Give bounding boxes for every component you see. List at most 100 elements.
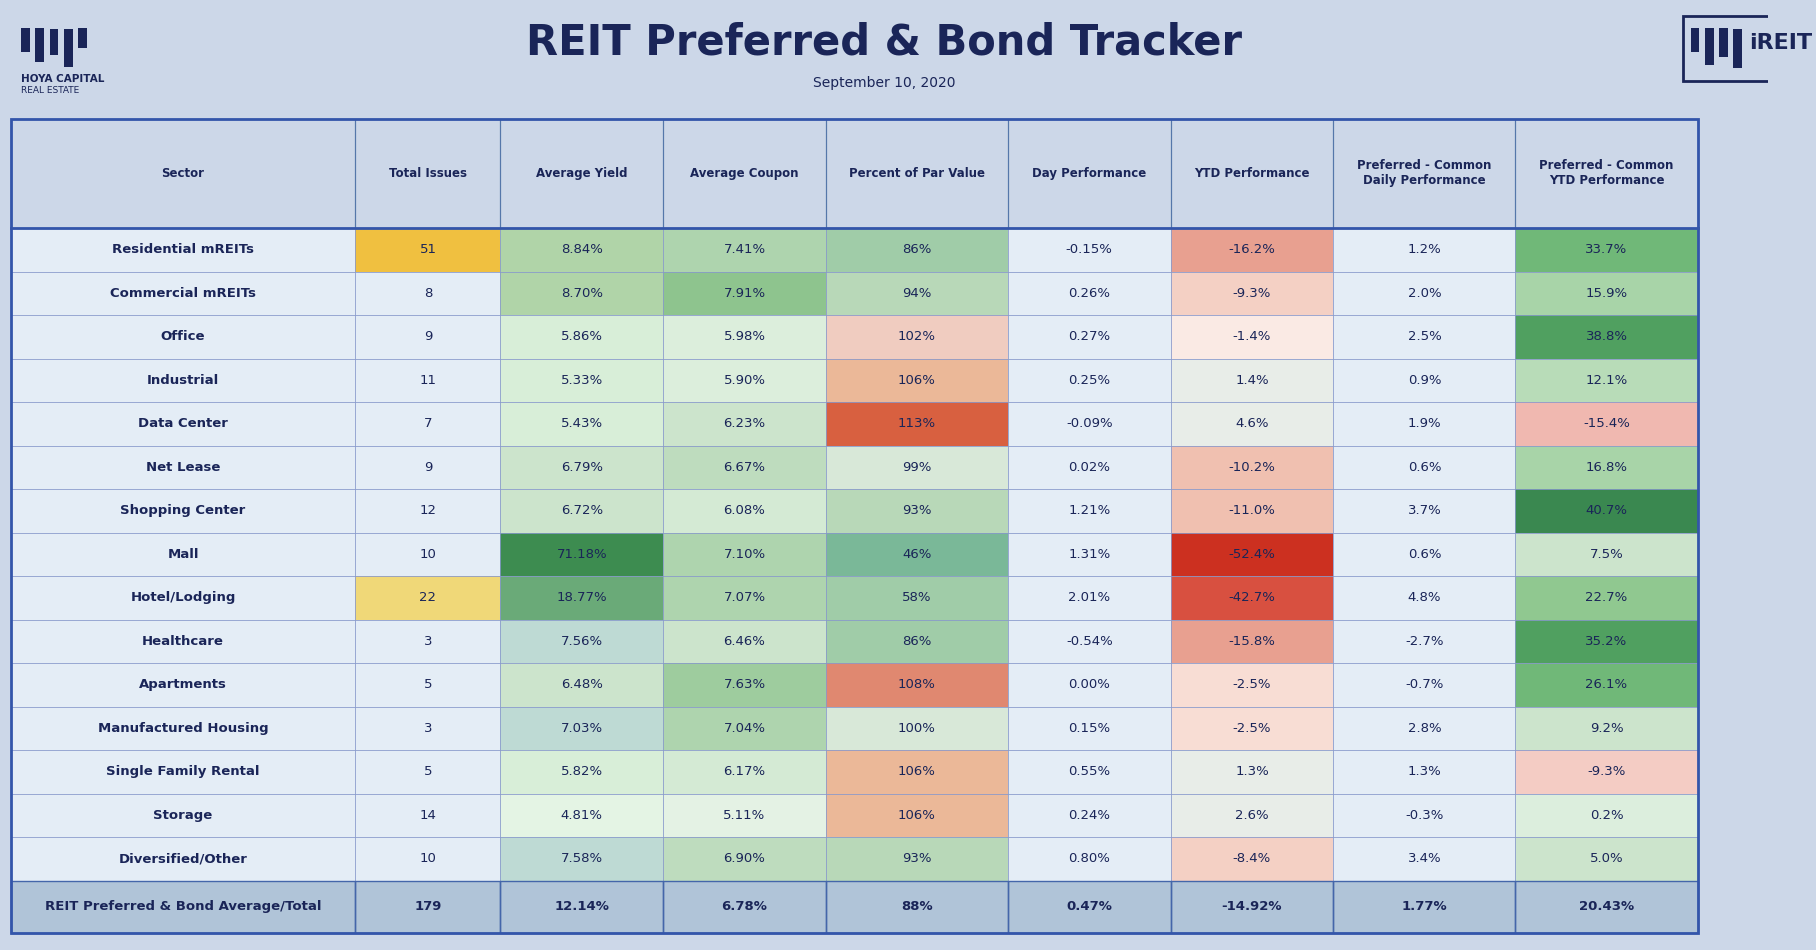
Text: 7.63%: 7.63%: [723, 678, 766, 692]
Bar: [11, 533, 356, 576]
Text: 94%: 94%: [903, 287, 932, 300]
Bar: [1171, 881, 1333, 933]
Bar: [1171, 402, 1333, 446]
Bar: [356, 119, 501, 228]
Text: -9.3%: -9.3%: [1587, 766, 1625, 778]
Bar: [501, 793, 663, 837]
Text: 14: 14: [419, 808, 436, 822]
Bar: [1516, 272, 1698, 315]
Text: 10: 10: [419, 852, 436, 865]
Bar: [11, 707, 356, 750]
Bar: [1008, 446, 1171, 489]
Text: Net Lease: Net Lease: [145, 461, 220, 474]
Bar: [663, 315, 826, 358]
Bar: [356, 228, 501, 272]
Bar: [356, 533, 501, 576]
Bar: [1732, 28, 1742, 68]
Bar: [501, 881, 663, 933]
Bar: [501, 446, 663, 489]
Bar: [663, 533, 826, 576]
Text: 8.84%: 8.84%: [561, 243, 603, 256]
Bar: [1171, 446, 1333, 489]
Bar: [501, 228, 663, 272]
Text: 3.7%: 3.7%: [1407, 504, 1442, 518]
Bar: [1008, 576, 1171, 619]
Bar: [356, 228, 501, 272]
Bar: [826, 576, 1008, 619]
Text: 11: 11: [419, 373, 436, 387]
Text: -15.8%: -15.8%: [1229, 635, 1275, 648]
Bar: [826, 402, 1008, 446]
Bar: [826, 489, 1008, 533]
Bar: [1705, 28, 1714, 65]
Bar: [356, 707, 501, 750]
Bar: [1171, 358, 1333, 402]
Text: 7.5%: 7.5%: [1589, 548, 1624, 560]
Bar: [663, 358, 826, 402]
Bar: [663, 576, 826, 619]
Text: Average Yield: Average Yield: [536, 167, 628, 180]
Bar: [1516, 619, 1698, 663]
Bar: [1333, 489, 1516, 533]
Text: Day Performance: Day Performance: [1031, 167, 1146, 180]
Bar: [1333, 663, 1516, 707]
Bar: [11, 315, 356, 358]
Text: 51: 51: [419, 243, 436, 256]
Bar: [1333, 315, 1516, 358]
Text: -1.4%: -1.4%: [1233, 331, 1271, 343]
Bar: [663, 619, 826, 663]
Bar: [663, 228, 826, 272]
Bar: [1008, 750, 1171, 793]
Bar: [1171, 272, 1333, 315]
Bar: [826, 793, 1008, 837]
Text: 33.7%: 33.7%: [1585, 243, 1627, 256]
Bar: [356, 446, 501, 489]
Bar: [356, 793, 501, 837]
Bar: [501, 576, 663, 619]
Text: 71.18%: 71.18%: [556, 548, 607, 560]
Bar: [826, 315, 1008, 358]
Text: 1.31%: 1.31%: [1068, 548, 1110, 560]
Bar: [1171, 228, 1333, 272]
Text: Residential mREITs: Residential mREITs: [113, 243, 254, 256]
Bar: [1008, 489, 1171, 533]
Bar: [11, 489, 356, 533]
Text: -10.2%: -10.2%: [1229, 461, 1275, 474]
Text: -0.3%: -0.3%: [1406, 808, 1444, 822]
Bar: [1171, 315, 1333, 358]
Bar: [1008, 358, 1171, 402]
Bar: [1516, 750, 1698, 793]
Text: 0.47%: 0.47%: [1066, 901, 1111, 913]
Text: 1.3%: 1.3%: [1407, 766, 1442, 778]
Bar: [501, 315, 663, 358]
Bar: [1516, 793, 1698, 837]
Text: 1.9%: 1.9%: [1407, 417, 1442, 430]
Bar: [501, 576, 663, 619]
Text: 8.70%: 8.70%: [561, 287, 603, 300]
Bar: [1008, 119, 1171, 228]
Text: REIT Preferred & Bond Average/Total: REIT Preferred & Bond Average/Total: [45, 901, 321, 913]
Text: 0.15%: 0.15%: [1068, 722, 1110, 735]
Text: 1.4%: 1.4%: [1235, 373, 1269, 387]
Bar: [1171, 402, 1333, 446]
Text: -2.5%: -2.5%: [1233, 722, 1271, 735]
Bar: [663, 489, 826, 533]
Bar: [1008, 272, 1171, 315]
Bar: [1171, 663, 1333, 707]
Text: Percent of Par Value: Percent of Par Value: [848, 167, 984, 180]
Bar: [1333, 446, 1516, 489]
Bar: [501, 663, 663, 707]
Text: 1.3%: 1.3%: [1235, 766, 1269, 778]
Bar: [11, 402, 356, 446]
Text: Data Center: Data Center: [138, 417, 229, 430]
Bar: [1008, 446, 1171, 489]
Bar: [826, 533, 1008, 576]
Text: 6.17%: 6.17%: [723, 766, 766, 778]
Bar: [663, 446, 826, 489]
Bar: [1516, 619, 1698, 663]
Bar: [11, 119, 356, 228]
Bar: [663, 358, 826, 402]
Bar: [1516, 881, 1698, 933]
Bar: [11, 358, 356, 402]
Text: 0.27%: 0.27%: [1068, 331, 1110, 343]
